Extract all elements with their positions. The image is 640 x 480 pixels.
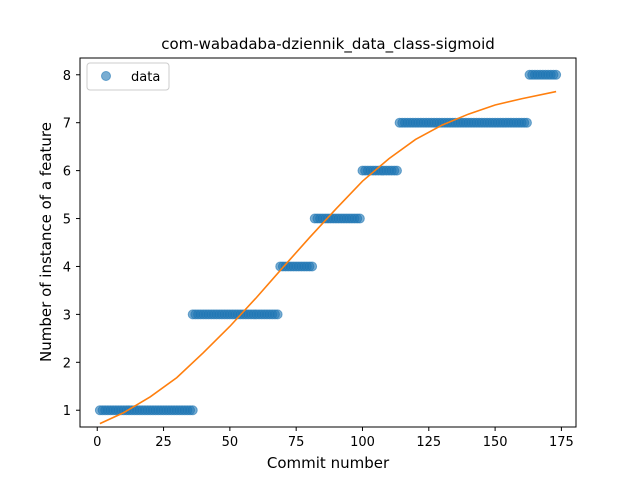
y-tick-label: 4 bbox=[63, 260, 71, 275]
data-point bbox=[391, 165, 402, 176]
x-axis-ticks: 0 25 50 75 100 125 150 175 bbox=[93, 427, 574, 450]
x-axis-label: Commit number bbox=[267, 454, 390, 472]
legend-label-data: data bbox=[131, 70, 160, 85]
x-tick-label: 75 bbox=[288, 435, 305, 450]
axes-frame bbox=[79, 57, 577, 428]
data-point bbox=[272, 309, 283, 320]
y-axis-label: Number of instance of a feature bbox=[37, 122, 55, 362]
data-point bbox=[187, 405, 198, 416]
legend-frame bbox=[86, 62, 170, 91]
x-tick-label: 175 bbox=[549, 435, 574, 450]
y-tick-label: 6 bbox=[63, 165, 71, 180]
data-point bbox=[521, 117, 532, 128]
x-tick-label: 0 bbox=[93, 435, 101, 450]
y-tick-label: 3 bbox=[63, 308, 71, 323]
chart-title: com-wabadaba-dziennik_data_class-sigmoid bbox=[161, 35, 495, 54]
plot-area bbox=[79, 57, 577, 428]
data-point bbox=[354, 213, 365, 224]
x-tick-label: 50 bbox=[222, 435, 239, 450]
legend-marker-data bbox=[101, 71, 111, 81]
x-tick-label: 25 bbox=[155, 435, 172, 450]
y-tick-label: 7 bbox=[63, 117, 71, 132]
fit-curve-line bbox=[99, 90, 557, 425]
y-tick-label: 1 bbox=[63, 404, 71, 419]
data-points-group bbox=[94, 69, 562, 416]
y-axis-ticks: 1 2 3 4 5 6 7 8 bbox=[63, 69, 80, 419]
y-tick-label: 5 bbox=[63, 213, 71, 228]
fit-line-group bbox=[99, 90, 557, 425]
data-point bbox=[307, 261, 318, 272]
x-tick-label: 100 bbox=[350, 435, 375, 450]
x-tick-label: 150 bbox=[483, 435, 508, 450]
y-tick-label: 2 bbox=[63, 356, 71, 371]
data-point bbox=[551, 69, 562, 80]
legend: data bbox=[86, 62, 170, 91]
x-tick-label: 125 bbox=[416, 435, 441, 450]
y-tick-label: 8 bbox=[63, 69, 71, 84]
